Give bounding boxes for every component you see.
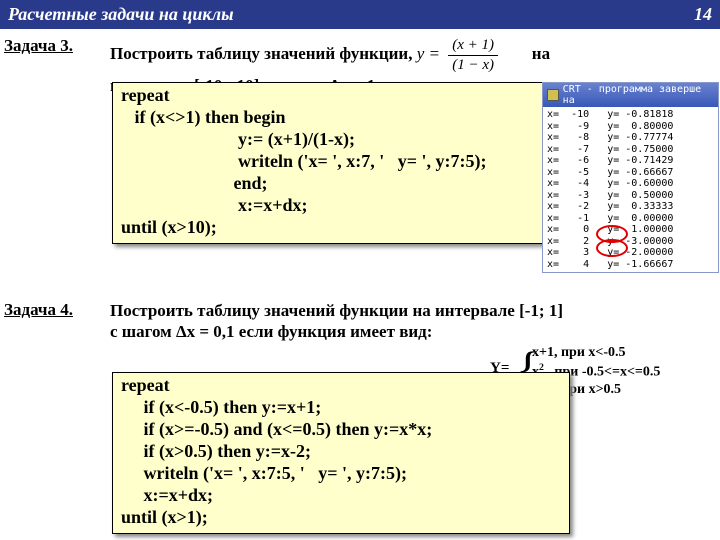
task4-desc1: Построить таблицу значений функции на ин… <box>110 300 710 321</box>
code-line: repeat <box>121 375 561 397</box>
slide-header: Расчетные задачи на циклы 14 <box>0 0 720 29</box>
highlight-circle-2 <box>596 239 628 257</box>
code-line: if (x<-0.5) then y:=x+1; <box>121 397 561 419</box>
code-line: y:= (x+1)/(1-x); <box>121 129 541 151</box>
crt-title-text: CRT - программа заверше на <box>563 84 714 106</box>
task4-label: Задача 4. <box>4 300 73 320</box>
task4-code-box: repeat if (x<-0.5) then y:=x+1; if (x>=-… <box>112 372 570 534</box>
code-line: until (x>1); <box>121 507 561 529</box>
code-line: if (x>0.5) then y:=x-2; <box>121 441 561 463</box>
task4-desc2: с шагом Δx = 0,1 если функция имеет вид: <box>110 321 710 342</box>
crt-icon <box>547 89 559 101</box>
crt-body: x= -10 y= -0.81818 x= -9 y= 0.80000 x= -… <box>543 107 718 272</box>
formula-num: (x + 1) <box>448 36 498 56</box>
task3-desc-before: Построить таблицу значений функции, <box>110 44 412 63</box>
task4-content: Построить таблицу значений функции на ин… <box>110 300 710 343</box>
code-line: if (x<>1) then begin <box>121 107 541 129</box>
formula-lhs: y = <box>417 44 440 63</box>
code-line: writeln ('x= ', x:7, ' y= ', y:7:5); <box>121 151 541 173</box>
page-number: 14 <box>694 4 712 25</box>
task3-desc-line1: Построить таблицу значений функции, y = … <box>110 36 550 75</box>
crt-titlebar: CRT - программа заверше на <box>543 83 718 107</box>
code-line: writeln ('x= ', x:7:5, ' y= ', y:7:5); <box>121 463 561 485</box>
task3-label: Задача 3. <box>4 36 73 56</box>
formula-den: (1 − x) <box>448 56 498 75</box>
code-line: x:=x+dx; <box>121 485 561 507</box>
code-line: until (x>10); <box>121 217 541 239</box>
task3-code-box: repeat if (x<>1) then begin y:= (x+1)/(1… <box>112 82 550 244</box>
header-title: Расчетные задачи на циклы <box>8 4 234 25</box>
crt-window: CRT - программа заверше на x= -10 y= -0.… <box>542 82 719 273</box>
code-line: x:=x+dx; <box>121 195 541 217</box>
formula-fraction: (x + 1) (1 − x) <box>448 36 498 75</box>
code-line: if (x>=-0.5) and (x<=0.5) then y:=x*x; <box>121 419 561 441</box>
task3-desc-after: на <box>532 44 550 63</box>
piece-line-1: x+1, при x<-0.5 <box>532 344 660 362</box>
code-line: end; <box>121 173 541 195</box>
code-line: repeat <box>121 85 541 107</box>
